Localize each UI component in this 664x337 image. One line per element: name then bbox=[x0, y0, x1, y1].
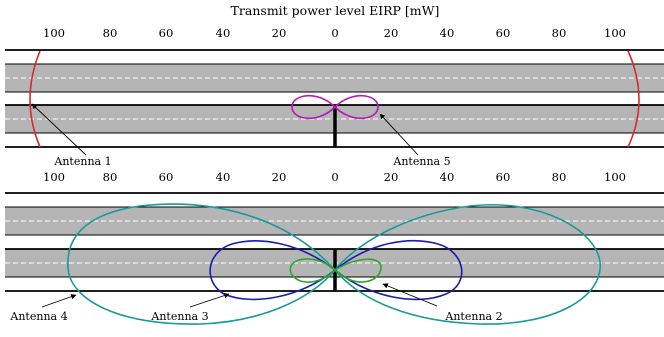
bottom-tick-label: 100 bbox=[604, 170, 626, 184]
antenna-2-arrow bbox=[382, 283, 438, 307]
top-tick-label: 20 bbox=[384, 26, 399, 40]
bottom-road bbox=[5, 192, 664, 292]
antenna-3-arrow bbox=[189, 292, 230, 308]
bottom-tick-label: 0 bbox=[331, 170, 338, 184]
antenna-5-label: Antenna 5 bbox=[392, 155, 450, 168]
top-axis-ticks: 100 80 60 40 20 0 20 40 60 80 100 bbox=[43, 26, 626, 40]
antenna-3-label: Antenna 3 bbox=[150, 310, 208, 323]
bottom-tick-label: 40 bbox=[216, 170, 231, 184]
top-tick-label: 100 bbox=[604, 26, 626, 40]
antenna-1-pattern-left bbox=[29, 50, 41, 148]
antenna-2-label: Antenna 2 bbox=[444, 310, 502, 323]
bottom-axis-ticks: 100 80 60 40 20 0 20 40 60 80 100 bbox=[43, 170, 626, 184]
antenna-4-label: Antenna 4 bbox=[9, 310, 67, 323]
bottom-tick-label: 20 bbox=[384, 170, 399, 184]
bottom-tick-label: 40 bbox=[440, 170, 455, 184]
bottom-tick-label: 80 bbox=[103, 170, 118, 184]
antenna-2-pattern bbox=[289, 258, 382, 283]
antenna-1-arrow bbox=[31, 103, 87, 156]
bottom-tick-label: 20 bbox=[272, 170, 287, 184]
top-tick-label: 60 bbox=[159, 26, 174, 40]
top-tick-label: 100 bbox=[43, 26, 65, 40]
figure-title: Transmit power level EIRP [mW] bbox=[231, 3, 440, 18]
top-tick-label: 0 bbox=[331, 26, 338, 40]
top-tick-label: 80 bbox=[552, 26, 567, 40]
antenna-5-pattern bbox=[291, 94, 379, 120]
bottom-tick-label: 100 bbox=[43, 170, 65, 184]
top-tick-label: 20 bbox=[272, 26, 287, 40]
antenna-1-label: Antenna 1 bbox=[53, 155, 111, 168]
bottom-panel: 100 80 60 40 20 0 20 40 60 80 100 bbox=[5, 170, 664, 325]
top-road bbox=[5, 49, 664, 148]
antenna-5-arrow bbox=[379, 113, 419, 156]
antenna-4-arrow bbox=[41, 294, 77, 308]
antenna-1-pattern-right bbox=[627, 50, 640, 148]
top-tick-label: 80 bbox=[103, 26, 118, 40]
top-tick-label: 40 bbox=[440, 26, 455, 40]
top-tick-label: 40 bbox=[216, 26, 231, 40]
top-tick-label: 60 bbox=[496, 26, 511, 40]
bottom-tick-label: 80 bbox=[552, 170, 567, 184]
bottom-tick-label: 60 bbox=[496, 170, 511, 184]
top-panel: 100 80 60 40 20 0 20 40 60 80 100 bbox=[5, 26, 664, 168]
bottom-tick-label: 60 bbox=[159, 170, 174, 184]
